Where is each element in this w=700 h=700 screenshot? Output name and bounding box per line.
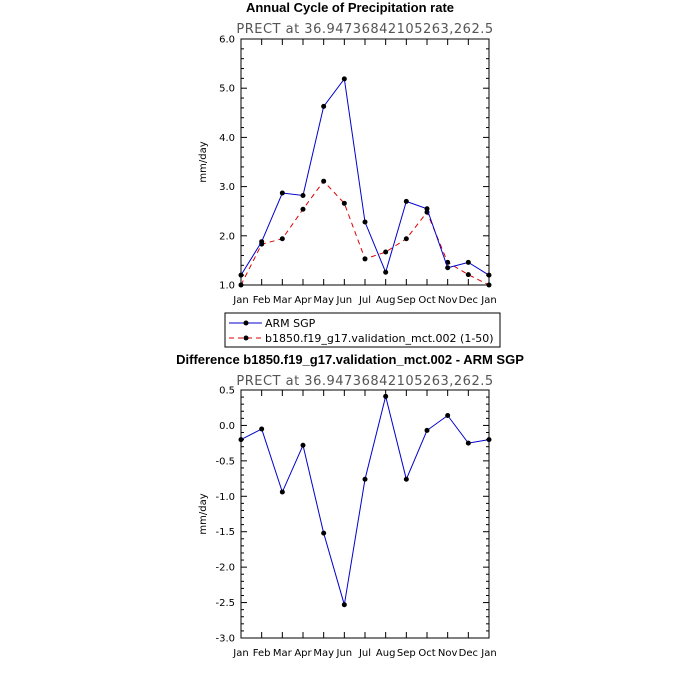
x-tick-label: May (313, 295, 334, 306)
x-tick-label: Feb (253, 295, 271, 306)
x-tick-label: Sep (397, 648, 416, 659)
x-tick-label: Jun (336, 295, 353, 306)
legend-label: b1850.f19_g17.validation_mct.002 (1-50) (265, 332, 494, 345)
chart-panel-1: Annual Cycle of Precipitation rate PRECT … (198, 0, 501, 348)
data-point (321, 530, 327, 536)
y-tick-label: -3.0 (215, 634, 235, 645)
series-line (240, 180, 490, 286)
y-axis-label: mm/day (198, 141, 209, 182)
data-point (279, 236, 285, 242)
data-point (362, 256, 368, 262)
legend: ARM SGP b1850.f19_g17.validation_mct.002 … (224, 312, 501, 348)
x-tick-label: Oct (418, 295, 435, 306)
legend-box (224, 312, 501, 348)
x-tick-label: Mar (273, 648, 293, 659)
x-tick-label: Feb (253, 648, 271, 659)
x-tick-label: Dec (459, 648, 478, 659)
plot-frame (240, 389, 490, 639)
data-point (341, 200, 347, 206)
x-tick-label: Jul (358, 295, 371, 306)
legend-marker (243, 320, 249, 326)
data-point (300, 192, 306, 198)
y-tick-label: -0.5 (215, 456, 235, 467)
data-point (465, 272, 471, 278)
x-tick-label: Jan (480, 295, 496, 306)
x-tick-label: Apr (294, 295, 312, 306)
data-point (424, 206, 430, 212)
data-point (486, 437, 492, 443)
data-point (279, 190, 285, 196)
data-point (321, 103, 327, 109)
data-point (403, 476, 409, 482)
y-tick-label: 0.5 (219, 386, 235, 397)
data-point (300, 206, 306, 212)
chart-title: Annual Cycle of Precipitation rate (246, 0, 454, 15)
data-point (362, 476, 368, 482)
legend-label: ARM SGP (265, 317, 316, 330)
data-point (383, 249, 389, 255)
data-point (341, 76, 347, 82)
data-point (279, 489, 285, 495)
series-line (240, 77, 490, 276)
x-tick-label: Apr (294, 648, 312, 659)
y-tick-label: -2.5 (215, 598, 235, 609)
chart-title: Difference b1850.f19_g17.validation_mct.… (176, 352, 524, 367)
data-point (445, 413, 451, 419)
y-tick-label: 6.0 (219, 35, 235, 46)
y-tick-label: 5.0 (219, 84, 235, 95)
series-line (240, 396, 490, 605)
data-point (403, 236, 409, 242)
x-tick-label: Jun (336, 648, 353, 659)
y-tick-label: -1.5 (215, 527, 235, 538)
data-point (238, 437, 244, 443)
data-point (259, 426, 265, 432)
data-point (383, 269, 389, 275)
data-point (341, 602, 347, 608)
plot-frame (240, 38, 490, 286)
y-tick-label: -2.0 (215, 563, 235, 574)
y-tick-label: 2.0 (219, 231, 235, 242)
chart-panel-2: Difference b1850.f19_g17.validation_mct.… (176, 352, 524, 659)
data-point (238, 282, 244, 288)
x-tick-label: Aug (376, 295, 396, 306)
x-tick-label: Nov (438, 295, 458, 306)
y-tick-label: 3.0 (219, 182, 235, 193)
x-tick-label: Jul (358, 648, 371, 659)
x-tick-label: Aug (376, 648, 396, 659)
chart-subtitle: PRECT at 36.94736842105263,262.5 (236, 374, 493, 389)
y-tick-label: 1.0 (219, 281, 235, 292)
y-axis-label: mm/day (198, 493, 209, 534)
data-point (321, 178, 327, 184)
x-tick-label: Sep (397, 295, 416, 306)
data-point (445, 265, 451, 271)
x-tick-label: Mar (273, 295, 293, 306)
data-point (486, 282, 492, 288)
x-tick-label: Jan (232, 648, 248, 659)
data-point (383, 393, 389, 399)
data-point (486, 272, 492, 278)
y-tick-label: 0.0 (219, 421, 235, 432)
legend-marker (243, 335, 249, 341)
y-tick-label: -1.0 (215, 492, 235, 503)
y-tick-label: 4.0 (219, 133, 235, 144)
chart-subtitle: PRECT at 36.94736842105263,262.5 (236, 22, 493, 37)
data-point (465, 440, 471, 446)
data-point (259, 239, 265, 245)
x-tick-label: Dec (459, 295, 478, 306)
x-tick-label: Nov (438, 648, 458, 659)
x-tick-label: Jan (480, 648, 496, 659)
x-tick-label: May (313, 648, 334, 659)
data-point (465, 259, 471, 265)
data-point (424, 427, 430, 433)
data-point (300, 442, 306, 448)
x-tick-label: Oct (418, 648, 435, 659)
data-point (238, 272, 244, 278)
data-point (403, 198, 409, 204)
x-tick-label: Jan (232, 295, 248, 306)
data-point (362, 219, 368, 225)
